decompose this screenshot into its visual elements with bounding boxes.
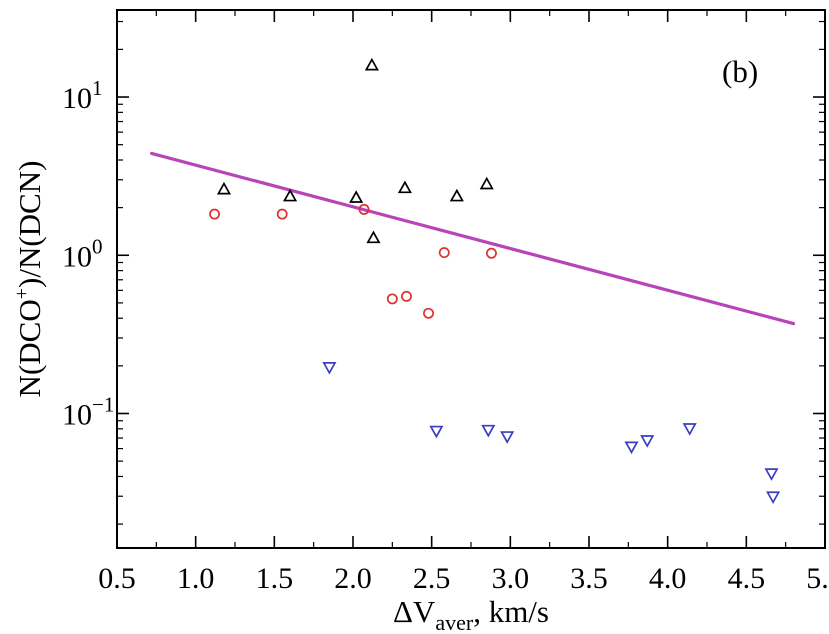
circle-point [358, 203, 370, 215]
plot-frame [116, 9, 826, 549]
panel-label: (b) [722, 54, 758, 89]
triangle-up-point [283, 188, 298, 202]
triangle-up-point [366, 230, 381, 244]
x-tick-label: 0.5 [98, 562, 136, 595]
triangle-up-point [216, 181, 232, 195]
y-axis-title: N(DCO+)/N(DCN) [11, 161, 47, 398]
x-tick-label: 4.0 [649, 562, 687, 595]
circle-point [401, 290, 412, 302]
triangle-down-point [682, 423, 697, 436]
triangle-down-point [640, 435, 655, 448]
x-tick-label: 1.5 [256, 562, 294, 595]
y-tick-label: 10−1 [62, 393, 114, 432]
x-axis-title: ΔVaver, km/s [393, 594, 549, 634]
triangle-down-point [429, 425, 444, 439]
data-points [209, 57, 781, 504]
triangle-up-point [397, 180, 412, 194]
triangle-up-point [449, 188, 464, 202]
x-tick-label: 4.5 [728, 562, 766, 595]
triangle-up-point [479, 176, 494, 190]
circle-point [209, 208, 220, 220]
triangle-down-point [766, 491, 781, 504]
x-tick-label: 5.0 [806, 562, 829, 595]
x-tick-label: 2.5 [413, 562, 451, 595]
circle-point [486, 247, 497, 259]
y-tick-label: 101 [62, 76, 103, 115]
x-tick-label: 1.0 [177, 562, 215, 595]
triangle-down-point [481, 424, 496, 438]
x-tick-label: 3.0 [492, 562, 530, 595]
y-tick-label: 100 [62, 234, 103, 273]
triangle-down-point [500, 431, 515, 444]
circle-point [386, 293, 398, 305]
triangle-up-point [349, 190, 364, 203]
triangle-down-point [764, 468, 779, 481]
circle-point [423, 307, 434, 319]
circle-point [276, 208, 288, 220]
triangle-down-point [322, 362, 337, 375]
triangle-down-point [624, 441, 639, 455]
fit-line [150, 151, 796, 326]
triangle-up-point [364, 57, 379, 71]
circle-point [438, 247, 450, 259]
x-tick-label: 3.5 [570, 562, 608, 595]
fit-line-layer [150, 151, 796, 326]
x-tick-label: 2.0 [334, 562, 372, 595]
axis-ticks: 0.5 1.0 1.5 2.0 2.5 3.0 3.5 4.0 4.5 5.0 101 100 10−1 [62, 10, 829, 595]
